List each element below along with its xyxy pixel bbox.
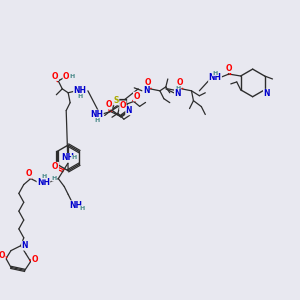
Text: NH: NH xyxy=(74,86,86,95)
Text: O: O xyxy=(226,64,232,73)
Text: O: O xyxy=(105,100,112,109)
Text: H: H xyxy=(70,74,75,79)
Text: O: O xyxy=(63,71,69,80)
Text: O: O xyxy=(32,255,38,264)
Text: H: H xyxy=(77,94,83,99)
Text: H: H xyxy=(94,118,99,123)
Text: H: H xyxy=(41,174,46,179)
Text: O: O xyxy=(176,78,183,87)
Text: H: H xyxy=(80,206,85,211)
Text: NH: NH xyxy=(90,110,103,119)
Text: N: N xyxy=(126,106,132,115)
Text: H: H xyxy=(52,176,57,181)
Text: O: O xyxy=(52,71,58,80)
Text: O: O xyxy=(134,92,140,101)
Text: S: S xyxy=(113,96,119,105)
Text: NH: NH xyxy=(208,74,221,82)
Text: O: O xyxy=(52,162,58,171)
Text: N: N xyxy=(174,89,181,98)
Text: O: O xyxy=(26,169,32,178)
Text: NH: NH xyxy=(37,178,50,187)
Text: H: H xyxy=(212,70,218,76)
Text: N: N xyxy=(263,89,270,98)
Text: N: N xyxy=(22,241,28,250)
Text: NH: NH xyxy=(62,153,75,162)
Text: H: H xyxy=(71,155,77,160)
Text: O: O xyxy=(145,78,151,87)
Text: N: N xyxy=(143,86,149,95)
Text: O: O xyxy=(0,251,5,260)
Text: H: H xyxy=(175,86,180,91)
Text: NH: NH xyxy=(70,201,83,210)
Text: O: O xyxy=(120,101,126,110)
